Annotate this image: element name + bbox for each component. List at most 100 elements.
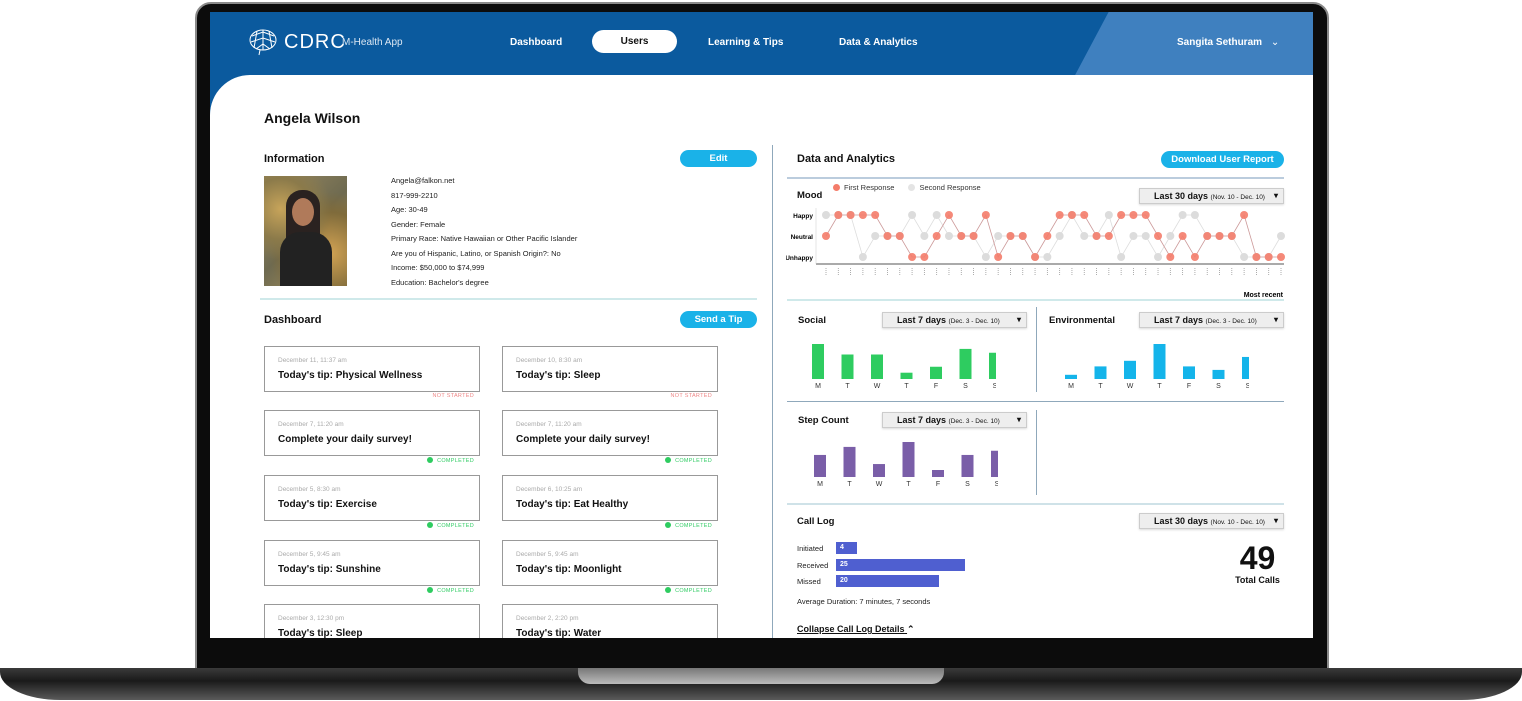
section-divider — [260, 298, 757, 300]
x-tick-label: S — [965, 481, 970, 488]
card-status: NOT STARTED — [670, 393, 712, 399]
bar — [900, 372, 913, 379]
first-response-point — [994, 253, 1003, 261]
first-response-point — [944, 211, 953, 219]
card-date: December 7, 11:20 am — [516, 421, 582, 428]
mood-range-dropdown[interactable]: Last 30 days (Nov. 10 - Dec. 10) ▾ — [1139, 188, 1284, 204]
x-tick-label: T — [1098, 383, 1103, 390]
call-log-range-dropdown[interactable]: Last 30 days (Nov. 10 - Dec. 10) ▾ — [1139, 513, 1284, 529]
gender: Gender: Female — [391, 219, 446, 229]
call-log-bar: 20 — [836, 575, 940, 587]
x-tick-label: S — [1216, 383, 1221, 390]
edit-button[interactable]: Edit — [680, 150, 757, 167]
dashboard-card[interactable]: December 5, 8:30 am Today's tip: Exercise — [264, 475, 480, 521]
first-response-point — [981, 211, 990, 219]
nav-users[interactable]: Users — [592, 30, 677, 53]
x-tick-label: W — [874, 383, 881, 390]
x-tick-label: F — [1187, 383, 1191, 390]
second-response-swatch — [908, 184, 916, 191]
chevron-down-icon: ▾ — [1273, 191, 1278, 200]
bar — [961, 454, 974, 477]
nav-data-analytics[interactable]: Data & Analytics — [839, 37, 918, 48]
card-status: COMPLETED — [496, 587, 712, 594]
first-response-point — [1080, 211, 1089, 219]
y-tick-label: Unhappy — [786, 255, 813, 262]
card-status: COMPLETED — [496, 457, 712, 464]
legend-second-response: Second Response — [919, 183, 981, 192]
bar — [812, 344, 824, 379]
bar — [873, 464, 885, 477]
bar — [902, 442, 915, 477]
x-tick-label: W — [876, 481, 883, 488]
dashboard-card[interactable]: December 11, 11:37 am Today's tip: Physic… — [264, 346, 480, 392]
first-response-point — [908, 253, 917, 261]
first-response-point — [895, 232, 904, 240]
first-response-point — [871, 211, 880, 219]
primary-race: Primary Race: Native Hawaiian or Other P… — [391, 234, 578, 243]
nav-learning-tips[interactable]: Learning & Tips — [708, 37, 784, 48]
first-response-point — [1166, 253, 1175, 261]
first-response-point — [822, 232, 830, 240]
second-response-point — [871, 232, 880, 240]
first-response-point — [1190, 253, 1199, 261]
second-response-point — [1178, 211, 1187, 219]
column-divider — [1036, 307, 1037, 392]
first-response-point — [969, 232, 978, 240]
step-count-title: Step Count — [798, 415, 849, 426]
step-count-range-dropdown[interactable]: Last 7 days (Dec. 3 - Dec. 10) ▾ — [882, 412, 1027, 428]
dashboard-card[interactable]: December 6, 10:25 am Today's tip: Eat Hea… — [502, 475, 718, 521]
card-status: COMPLETED — [258, 522, 474, 529]
check-circle-icon — [427, 522, 434, 528]
send-tip-button[interactable]: Send a Tip — [680, 311, 757, 328]
card-date: December 3, 12:30 pm — [278, 615, 345, 622]
card-status: COMPLETED — [258, 457, 474, 464]
environmental-title: Environmental — [1049, 315, 1115, 326]
social-range-dropdown[interactable]: Last 7 days (Dec. 3 - Dec. 10) ▾ — [882, 312, 1027, 328]
x-tick-label: M — [815, 383, 821, 390]
app-name: M-Health App — [342, 37, 403, 48]
first-response-point — [1154, 232, 1163, 240]
chevron-up-icon: ⌃ — [907, 624, 915, 634]
card-status: COMPLETED — [258, 587, 474, 594]
chevron-down-icon: ▾ — [1016, 315, 1021, 324]
dashboard-card[interactable]: December 3, 12:30 pm Today's tip: Sleep — [264, 604, 480, 638]
hispanic-origin: Are you of Hispanic, Latino, or Spanish … — [391, 248, 561, 258]
nav-dashboard[interactable]: Dashboard — [510, 37, 563, 48]
second-response-point — [822, 211, 830, 219]
brain-icon — [249, 29, 277, 56]
x-tick-label: T — [904, 383, 909, 390]
user-menu[interactable]: Sangita Sethuram ⌄ — [1177, 37, 1279, 48]
card-title: Complete your daily survey! — [278, 434, 412, 445]
x-tick-label: T — [845, 383, 850, 390]
second-response-point — [944, 232, 953, 240]
download-report-button[interactable]: Download User Report — [1161, 151, 1284, 168]
check-circle-icon — [427, 587, 434, 593]
dashboard-card[interactable]: December 10, 8:30 am Today's tip: Sleep — [502, 346, 718, 392]
second-response-point — [1104, 211, 1113, 219]
card-title: Today's tip: Physical Wellness — [278, 370, 423, 381]
first-response-point — [957, 232, 966, 240]
second-response-point — [1055, 232, 1064, 240]
bar — [989, 352, 996, 379]
second-response-point — [1154, 253, 1163, 261]
x-tick-label: T — [1157, 383, 1162, 390]
first-response-point — [1031, 253, 1040, 261]
environmental-range-dropdown[interactable]: Last 7 days (Dec. 3 - Dec. 10) ▾ — [1139, 312, 1284, 328]
dashboard-heading: Dashboard — [264, 314, 322, 326]
call-log-title: Call Log — [797, 516, 835, 527]
check-circle-icon — [665, 457, 672, 463]
x-tick-label: S — [993, 383, 996, 390]
chevron-down-icon: ▾ — [1016, 415, 1021, 424]
card-date: December 6, 10:25 am — [516, 486, 583, 493]
dashboard-card[interactable]: December 2, 2:20 pm Today's tip: Water — [502, 604, 718, 638]
dashboard-card[interactable]: December 5, 9:45 am Today's tip: Sunshine — [264, 540, 480, 586]
dashboard-card[interactable]: December 7, 11:20 am Complete your daily … — [264, 410, 480, 456]
x-tick-label: M — [817, 481, 823, 488]
collapse-call-log-link[interactable]: Collapse Call Log Details ⌃ — [797, 624, 915, 634]
first-response-swatch — [833, 184, 840, 191]
dashboard-card[interactable]: December 5, 9:45 am Today's tip: Moonligh… — [502, 540, 718, 586]
dashboard-card[interactable]: December 7, 11:20 am Complete your daily … — [502, 410, 718, 456]
logo[interactable]: CDRC — [248, 28, 346, 56]
first-response-point — [1018, 232, 1027, 240]
